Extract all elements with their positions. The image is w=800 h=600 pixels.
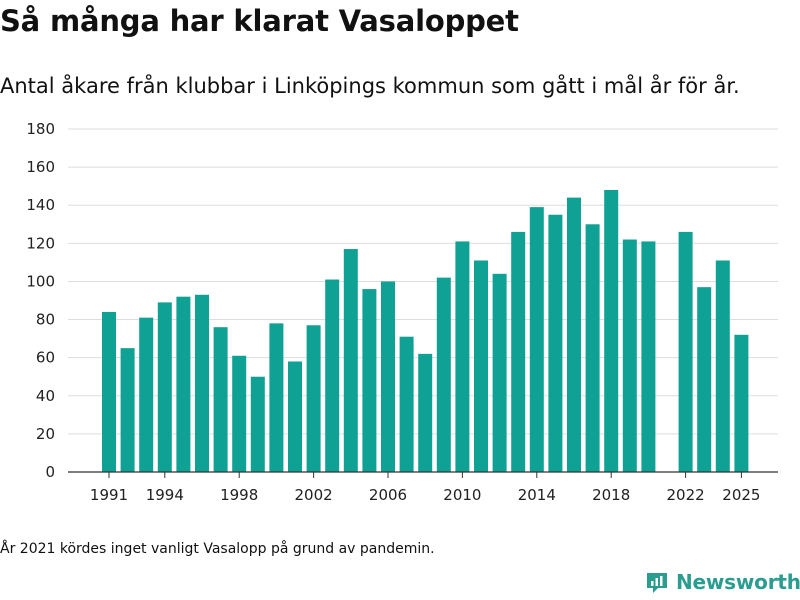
chart-title: Så många har klarat Vasaloppet: [0, 4, 519, 38]
y-tick-label: 80: [36, 311, 55, 329]
x-tick-label: 1998: [220, 486, 258, 504]
footnote: År 2021 kördes inget vanligt Vasalopp på…: [0, 541, 435, 557]
bar: [529, 207, 544, 472]
bar: [343, 249, 358, 472]
x-tick-label: 2018: [592, 486, 630, 504]
bar: [567, 197, 581, 472]
bar: [604, 189, 619, 472]
bar: [418, 353, 433, 472]
y-tick-label: 120: [26, 234, 55, 252]
brand-name: Newsworthy: [676, 570, 800, 594]
bar: [232, 355, 247, 472]
x-tick-label: 2014: [518, 486, 556, 504]
bar: [288, 361, 302, 472]
x-tick-label: 1994: [146, 486, 184, 504]
y-tick-label: 100: [26, 272, 55, 290]
bar: [120, 348, 135, 472]
newsworthy-logo-icon: [647, 573, 667, 593]
y-tick-label: 160: [26, 158, 55, 176]
x-tick-label: 2010: [443, 486, 481, 504]
bar: [213, 327, 228, 472]
bar: [697, 287, 712, 472]
bar: [250, 376, 265, 472]
bar: [381, 281, 395, 472]
bar: [622, 239, 637, 472]
y-tick-label: 180: [26, 120, 55, 138]
brand-logo[interactable]: Newsworthy: [644, 569, 800, 595]
bar: [269, 323, 284, 472]
bar: [176, 296, 191, 472]
chart-subtitle: Antal åkare från klubbar i Linköpings ko…: [0, 74, 740, 98]
bar: [436, 277, 451, 472]
x-tick-label: 2022: [667, 486, 705, 504]
bar: [102, 311, 116, 472]
bar: [678, 231, 693, 472]
bar: [492, 273, 507, 472]
y-tick-label: 40: [36, 387, 55, 405]
bar: [511, 231, 526, 472]
bar: [306, 325, 321, 472]
bar: [362, 289, 377, 472]
bar: [548, 214, 563, 472]
x-tick-label: 2006: [369, 486, 407, 504]
y-tick-label: 0: [45, 463, 55, 481]
bar: [195, 294, 209, 472]
bars: [102, 189, 749, 472]
x-tick-label: 2002: [295, 486, 333, 504]
x-tick-label: 2025: [722, 486, 760, 504]
y-tick-label: 140: [26, 196, 55, 214]
bar: [641, 241, 656, 472]
bar: [734, 334, 749, 472]
x-tick-label: 1991: [90, 486, 128, 504]
bar: [715, 260, 730, 472]
bar: [139, 317, 154, 472]
y-tick-label: 60: [36, 349, 55, 367]
axes: 0 20 40 60 80 100 120 140 160 180 1991 1994 1998 2002…: [26, 120, 778, 504]
bar: [157, 302, 172, 472]
bar: [474, 260, 488, 472]
bar: [399, 336, 414, 472]
bar: [325, 279, 340, 472]
bar: [455, 241, 470, 472]
bar: [585, 224, 600, 472]
y-tick-label: 20: [36, 425, 55, 443]
